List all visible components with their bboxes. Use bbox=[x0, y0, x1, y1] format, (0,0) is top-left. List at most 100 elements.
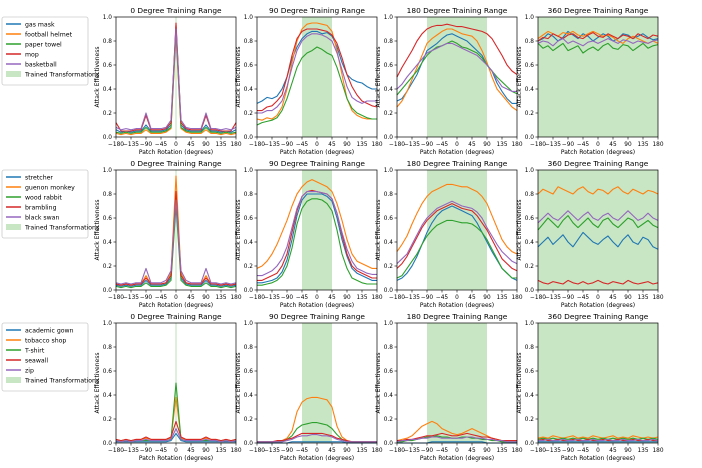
y-tick-label: 0.0 bbox=[103, 135, 113, 141]
series-line-tobacco-shop bbox=[537, 435, 659, 439]
y-tick-label: 0.0 bbox=[384, 441, 394, 447]
x-tick-label: 90 bbox=[483, 142, 491, 148]
trained-range-shade bbox=[427, 170, 487, 290]
x-tick-label: −90 bbox=[281, 142, 294, 148]
y-tick-label: 1.0 bbox=[244, 168, 254, 174]
legend-entry-label: Trained Transformations bbox=[24, 378, 99, 385]
y-tick-label: 0.2 bbox=[525, 111, 535, 117]
y-tick-label: 0.6 bbox=[244, 369, 254, 375]
y-tick-label: 1.0 bbox=[525, 168, 535, 174]
series-line-gas-mask bbox=[256, 30, 377, 104]
legend-entry-label: T-shirt bbox=[24, 348, 45, 355]
y-tick-label: 0.8 bbox=[525, 39, 535, 45]
x-tick-label: −45 bbox=[155, 448, 168, 454]
y-axis-label: Attack Effectiveness bbox=[235, 200, 242, 261]
x-tick-label: −180 bbox=[389, 142, 405, 148]
x-tick-label: −90 bbox=[562, 142, 575, 148]
legend-entry-label: football helmet bbox=[25, 32, 73, 39]
series-line-wood-rabbit bbox=[537, 215, 659, 231]
x-tick-label: 0 bbox=[315, 295, 319, 301]
series-line-mop bbox=[537, 32, 659, 42]
panel-r1-c3: −180 −135 −90 −45 0 45 90 135 180 0.0 0.2 0.4 0.6 0.8… bbox=[375, 6, 523, 156]
panel-r2-c1: −180 −135 −90 −45 0 45 90 135 180 0.0 0.2 0.4 0.6 0.8… bbox=[94, 159, 242, 309]
trained-range-shade bbox=[538, 170, 658, 290]
x-tick-label: −135 bbox=[545, 142, 561, 148]
x-tick-label: −90 bbox=[140, 142, 153, 148]
series-line-football-helmet bbox=[396, 28, 518, 112]
panel-r3-c2: −180 −135 −90 −45 0 45 90 135 180 0.0 0.2 0.4 0.6 0.8… bbox=[235, 312, 383, 462]
legend-row-3: academic gown tobacco shop T-shirt seawall z… bbox=[1, 322, 99, 392]
y-tick-label: 0.8 bbox=[244, 192, 254, 198]
x-tick-label: 90 bbox=[483, 448, 491, 454]
y-tick-label: 0.6 bbox=[525, 63, 535, 69]
x-axis-label: Patch Rotation (degrees) bbox=[561, 149, 635, 156]
y-tick-label: 1.0 bbox=[244, 15, 254, 21]
y-axis-label: Attack Effectiveness bbox=[516, 353, 523, 414]
x-tick-label: −135 bbox=[545, 448, 561, 454]
y-tick-label: 0.4 bbox=[525, 240, 535, 246]
x-tick-label: −45 bbox=[577, 295, 590, 301]
legend-entry-label: gas mask bbox=[25, 22, 55, 29]
y-tick-label: 0.6 bbox=[525, 369, 535, 375]
x-tick-label: −135 bbox=[545, 295, 561, 301]
x-tick-label: 0 bbox=[174, 142, 178, 148]
panel-r3-c4: −180 −135 −90 −45 0 45 90 135 180 0.0 0.2 0.4 0.6 0.8… bbox=[516, 312, 664, 462]
series-line-mop bbox=[115, 22, 237, 132]
y-tick-label: 0.4 bbox=[103, 240, 113, 246]
x-tick-label: 180 bbox=[371, 448, 382, 454]
x-tick-label: 0 bbox=[174, 448, 178, 454]
x-tick-label: 90 bbox=[202, 295, 210, 301]
x-tick-label: −135 bbox=[123, 142, 139, 148]
legend-entry-label: wood rabbit bbox=[25, 195, 62, 202]
x-tick-label: −135 bbox=[404, 142, 420, 148]
legend-entry-label: black swan bbox=[25, 215, 59, 222]
x-tick-label: −45 bbox=[577, 448, 590, 454]
panel-r1-c1: −180 −135 −90 −45 0 45 90 135 180 0.0 0.2 0.4 0.6 0.8… bbox=[94, 6, 242, 156]
legend-entry-label: academic gown bbox=[25, 328, 74, 335]
x-tick-label: 0 bbox=[596, 448, 600, 454]
legend-entry-label: basketball bbox=[25, 62, 57, 69]
x-tick-label: 90 bbox=[483, 295, 491, 301]
panel-title: 0 Degree Training Range bbox=[130, 312, 222, 321]
x-tick-label: 45 bbox=[609, 448, 617, 454]
y-tick-label: 0.2 bbox=[244, 111, 254, 117]
legend-entry-label: mop bbox=[25, 52, 39, 59]
y-axis-label: Attack Effectiveness bbox=[94, 47, 101, 108]
series-line-mop bbox=[396, 23, 518, 78]
y-tick-label: 0.0 bbox=[103, 441, 113, 447]
x-tick-label: −180 bbox=[108, 448, 124, 454]
legend-frame bbox=[1, 16, 89, 86]
y-tick-label: 1.0 bbox=[384, 168, 394, 174]
x-tick-label: 180 bbox=[230, 295, 241, 301]
series-line-basketball bbox=[537, 38, 659, 47]
x-tick-label: 180 bbox=[652, 448, 663, 454]
x-tick-label: −135 bbox=[264, 142, 280, 148]
y-tick-label: 0.6 bbox=[103, 216, 113, 222]
x-axis-label: Patch Rotation (degrees) bbox=[280, 302, 354, 309]
y-tick-label: 0.8 bbox=[384, 192, 394, 198]
x-tick-label: 0 bbox=[596, 295, 600, 301]
x-tick-label: 180 bbox=[652, 295, 663, 301]
x-tick-label: 45 bbox=[468, 448, 476, 454]
series-line-brambling bbox=[396, 203, 518, 272]
x-tick-label: 180 bbox=[511, 295, 522, 301]
y-tick-label: 1.0 bbox=[525, 15, 535, 21]
y-tick-label: 0.2 bbox=[525, 417, 535, 423]
panel-r1-c4: −180 −135 −90 −45 0 45 90 135 180 0.0 0.2 0.4 0.6 0.8… bbox=[516, 6, 664, 156]
x-tick-label: −180 bbox=[389, 295, 405, 301]
x-tick-label: −180 bbox=[249, 142, 265, 148]
y-axis-label: Attack Effectiveness bbox=[516, 200, 523, 261]
series-line-football-helmet bbox=[256, 22, 377, 121]
x-tick-label: 45 bbox=[187, 142, 195, 148]
series-line-zip bbox=[257, 434, 377, 443]
x-tick-label: −180 bbox=[108, 295, 124, 301]
y-tick-label: 0.4 bbox=[384, 240, 394, 246]
legend-entry-label: Trained Transformations bbox=[24, 225, 99, 232]
x-tick-label: −180 bbox=[389, 448, 405, 454]
series-line-zip bbox=[396, 436, 517, 443]
legend-shade-swatch bbox=[6, 71, 21, 77]
series-line-brambling bbox=[537, 279, 659, 285]
y-tick-label: 1.0 bbox=[384, 321, 394, 327]
legend-shade-swatch bbox=[6, 224, 21, 230]
